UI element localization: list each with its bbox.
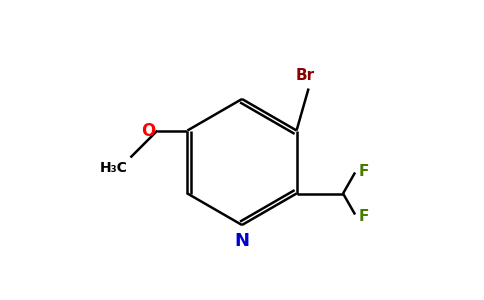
Text: F: F bbox=[359, 164, 369, 178]
Text: Br: Br bbox=[296, 68, 315, 83]
Text: N: N bbox=[235, 232, 249, 250]
Text: O: O bbox=[141, 122, 155, 140]
Text: H₃C: H₃C bbox=[100, 161, 127, 175]
Text: F: F bbox=[359, 208, 369, 224]
